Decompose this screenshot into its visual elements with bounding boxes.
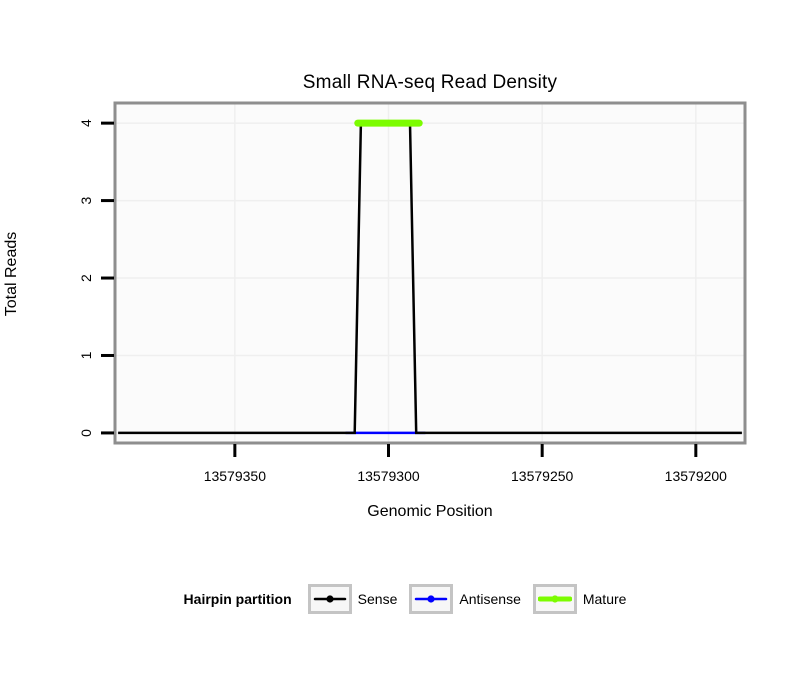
plot-canvas: 13579350 13579300 13579250 13579200 0 1 2 3 4 [78,101,747,484]
chart-title: Small RNA-seq Read Density [302,72,558,93]
legend-item-mature: Mature [532,584,627,614]
y-tick-label: 1 [78,351,94,359]
y-axis-label: Total Reads [3,231,20,317]
panel-border [113,101,747,445]
plot-panel [115,103,745,443]
x-axis-label: Genomic Position [367,503,493,520]
x-tick-label: 13579350 [204,468,267,484]
legend-glyph-sense-icon [313,595,346,603]
legend-items: Sense Antisense Mature [307,584,627,614]
legend-label-antisense: Antisense [459,591,521,607]
legend-label-mature: Mature [582,591,627,607]
legend-title: Hairpin partition [183,591,292,607]
legend-glyph-antisense-icon [415,595,448,603]
y-tick-label: 0 [78,429,94,437]
legend-label-sense: Sense [357,591,398,607]
x-tick-label: 13579200 [665,468,728,484]
legend-key-sense [307,584,352,614]
y-tick-label: 3 [78,196,94,204]
legend: Hairpin partition Sense Antisense Mature [0,582,810,616]
y-tick-label: 2 [78,274,94,282]
legend-item-antisense: Antisense [409,584,521,614]
x-tick-label: 13579250 [511,468,574,484]
legend-key-antisense [409,584,454,614]
y-tick-label: 4 [78,119,94,127]
legend-glyph-mature-icon [537,595,572,603]
x-tick-label: 13579300 [357,468,420,484]
legend-key-mature [532,584,577,614]
legend-item-sense: Sense [307,584,398,614]
